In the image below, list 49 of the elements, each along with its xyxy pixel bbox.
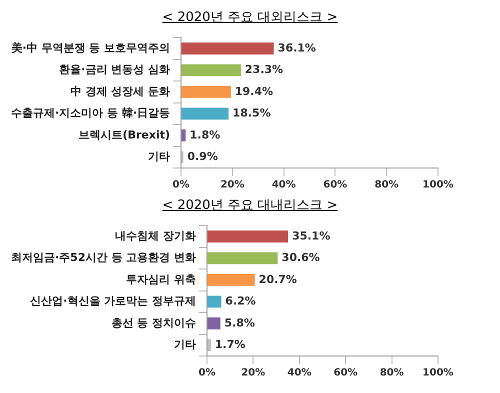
bar: [182, 42, 274, 54]
data-label: 20.7%: [258, 272, 297, 286]
data-label: 6.2%: [225, 294, 256, 308]
data-label: 1.8%: [190, 128, 220, 142]
bar: [207, 296, 222, 308]
x-tick-label: 0%: [198, 368, 216, 379]
data-label: 5.8%: [224, 316, 255, 330]
x-tick-label: 0%: [172, 180, 190, 191]
y-tick-label: 내수침체 장기화: [115, 229, 196, 242]
bar: [207, 339, 211, 352]
bar: [182, 108, 229, 120]
y-tick-label: 환율·금리 변동성 심화: [59, 63, 170, 76]
x-tick-label: 60%: [323, 180, 348, 191]
data-label: 23.3%: [244, 63, 284, 76]
y-tick-label: 美·中 무역분쟁 등 보호무역주의: [10, 41, 170, 54]
data-label: 19.4%: [234, 84, 274, 98]
y-tick-label: 기타: [148, 150, 170, 163]
x-tick-label: 100%: [422, 180, 454, 191]
y-tick-label: 투자심리 위축: [126, 272, 196, 286]
x-tick-label: 80%: [380, 368, 404, 379]
y-tick-label: 최저임금·주52시간 등 고용환경 변화: [10, 251, 196, 264]
chart-title: < 2020년 주요 대내리스크 >: [161, 197, 339, 215]
x-tick-label: 40%: [272, 180, 296, 191]
y-tick-label: 총선 등 정치이슈: [111, 316, 196, 330]
bar: [182, 64, 241, 76]
y-tick-label: 신산업·혁신을 가로막는 정부규제: [30, 294, 196, 308]
bar: [207, 252, 278, 264]
x-tick-label: 80%: [374, 180, 399, 191]
bar: [182, 129, 186, 142]
data-label: 30.6%: [282, 251, 320, 264]
data-label: 1.7%: [214, 338, 246, 351]
x-tick-label: 20%: [241, 368, 266, 379]
chart-title: < 2020년 주요 대외리스크 >: [161, 9, 339, 27]
y-tick-label: 기타: [174, 338, 196, 351]
bar: [207, 317, 220, 330]
y-tick-label: 브렉시트(Brexit): [78, 128, 170, 142]
x-tick-label: 100%: [422, 368, 454, 379]
x-tick-label: 40%: [287, 368, 312, 379]
bar: [207, 230, 288, 242]
bar: [207, 274, 255, 286]
y-tick-label: 수출규제·지소미아 등 韓·日갈등: [10, 106, 170, 120]
data-label: 0.9%: [187, 150, 218, 163]
x-tick-label: 20%: [220, 180, 244, 191]
data-label: 35.1%: [292, 229, 330, 242]
data-label: 18.5%: [232, 106, 271, 120]
x-tick-label: 60%: [334, 368, 358, 379]
data-label: 36.1%: [278, 41, 316, 54]
bar: [182, 86, 231, 98]
y-tick-label: 中 경제 성장세 둔화: [70, 84, 170, 98]
